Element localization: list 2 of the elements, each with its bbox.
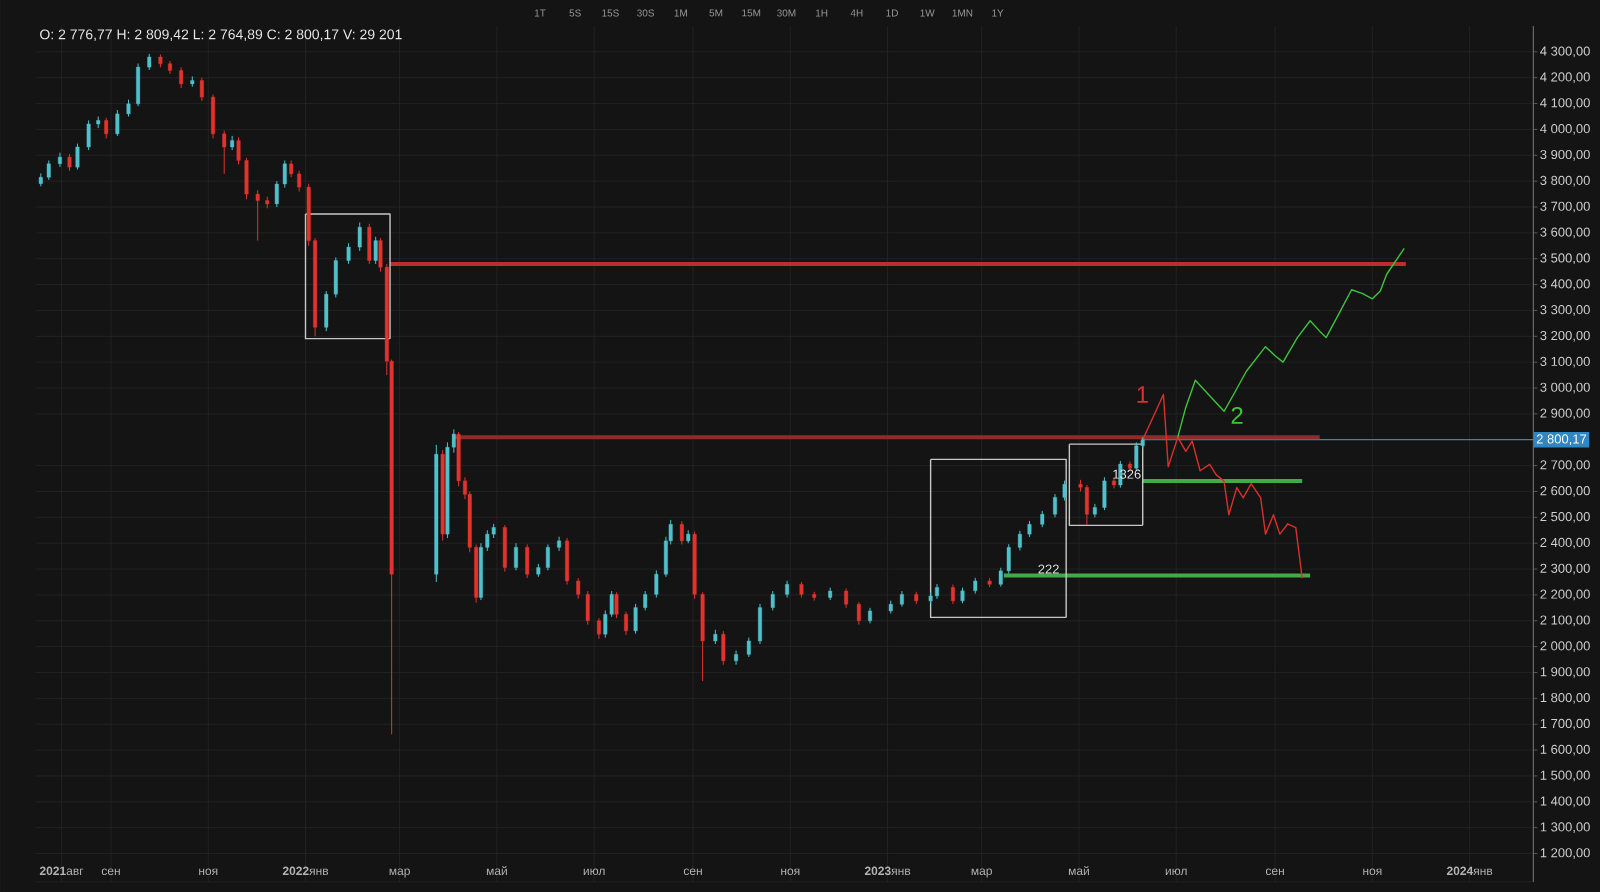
series-label: 1	[1137, 386, 1148, 403]
series-label: 2	[1231, 406, 1243, 424]
